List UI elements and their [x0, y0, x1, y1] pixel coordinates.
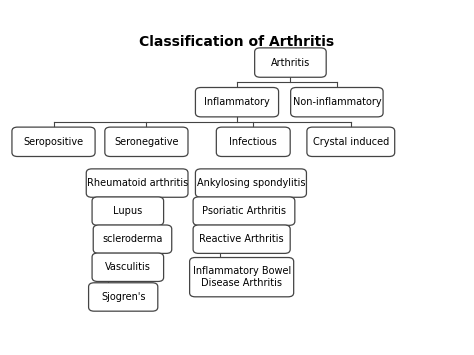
FancyBboxPatch shape	[195, 169, 307, 197]
Text: scleroderma: scleroderma	[102, 234, 163, 244]
FancyBboxPatch shape	[291, 87, 383, 117]
Text: Non-inflammatory: Non-inflammatory	[292, 97, 381, 107]
Text: Seronegative: Seronegative	[114, 137, 179, 147]
Text: Inflammatory Bowel
Disease Arthritis: Inflammatory Bowel Disease Arthritis	[192, 266, 291, 288]
Text: Ankylosing spondylitis: Ankylosing spondylitis	[197, 178, 305, 188]
Text: Seropositive: Seropositive	[23, 137, 83, 147]
FancyBboxPatch shape	[307, 127, 395, 157]
Text: Classification of Arthritis: Classification of Arthritis	[139, 34, 335, 49]
FancyBboxPatch shape	[12, 127, 95, 157]
Text: Arthritis: Arthritis	[271, 58, 310, 67]
FancyBboxPatch shape	[93, 225, 172, 253]
FancyBboxPatch shape	[92, 197, 164, 225]
FancyBboxPatch shape	[190, 257, 294, 297]
Text: Rheumatoid arthritis: Rheumatoid arthritis	[86, 178, 188, 188]
FancyBboxPatch shape	[216, 127, 290, 157]
Text: Vasculitis: Vasculitis	[105, 262, 151, 272]
Text: Inflammatory: Inflammatory	[204, 97, 270, 107]
FancyBboxPatch shape	[195, 87, 279, 117]
Text: Infectious: Infectious	[229, 137, 277, 147]
FancyBboxPatch shape	[92, 253, 164, 282]
FancyBboxPatch shape	[193, 197, 295, 225]
Text: Lupus: Lupus	[113, 206, 143, 216]
Text: Crystal induced: Crystal induced	[313, 137, 389, 147]
Text: Reactive Arthritis: Reactive Arthritis	[200, 234, 284, 244]
Text: Psoriatic Arthritis: Psoriatic Arthritis	[202, 206, 286, 216]
Text: Sjogren's: Sjogren's	[101, 292, 146, 302]
FancyBboxPatch shape	[255, 48, 326, 77]
FancyBboxPatch shape	[89, 283, 158, 311]
FancyBboxPatch shape	[105, 127, 188, 157]
FancyBboxPatch shape	[86, 169, 188, 197]
FancyBboxPatch shape	[193, 225, 290, 253]
